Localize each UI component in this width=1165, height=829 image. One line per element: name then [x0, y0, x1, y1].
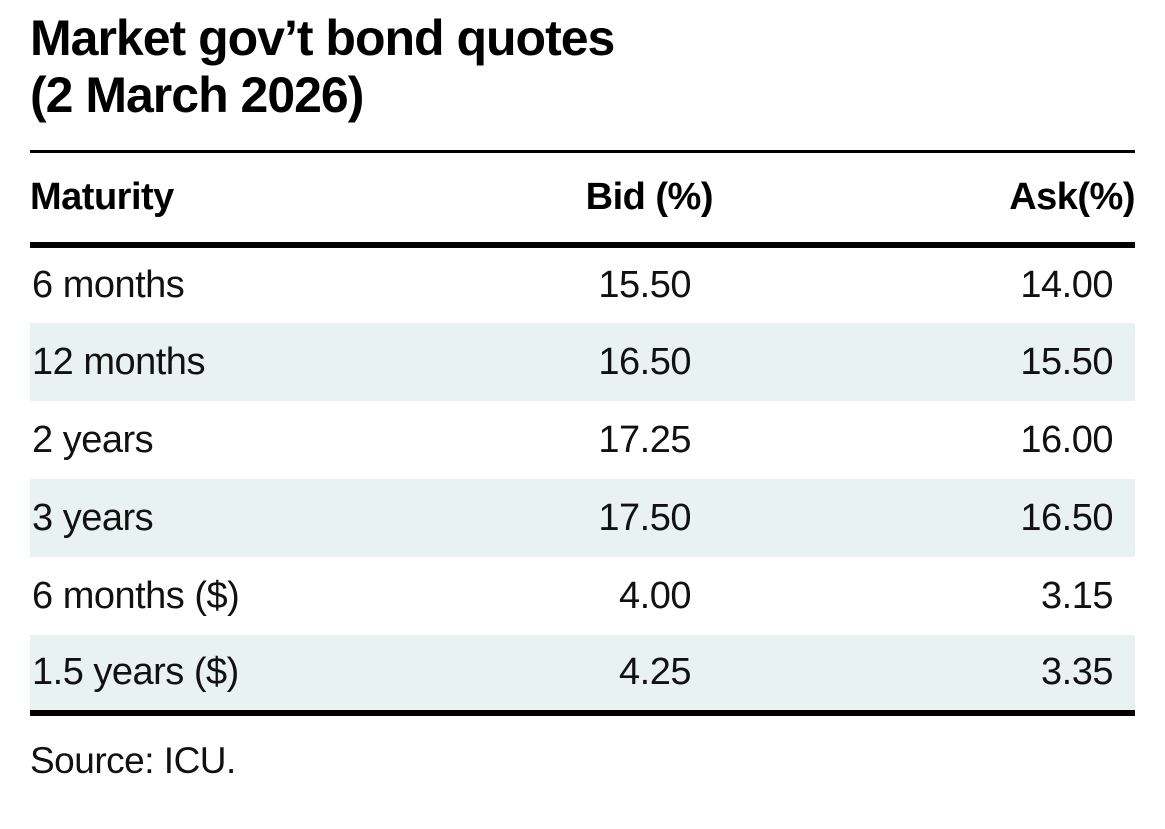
maturity-cell: 3 years [32, 496, 154, 539]
maturity-cell: 12 months [32, 340, 205, 383]
maturity-cell: 2 years [32, 418, 154, 461]
bid-cell: 15.50 [598, 264, 691, 306]
quotes-table-header: Maturity Bid (%) Ask(%) [30, 153, 1136, 248]
bond-quotes-figure: Market gov’t bond quotes (2 March 2026) … [30, 10, 1136, 781]
bid-cell: 4.25 [619, 651, 691, 693]
table-row: 6 months 15.50 14.00 [30, 245, 1135, 323]
ask-cell: 3.15 [1041, 574, 1113, 617]
bid-cell: 17.25 [598, 418, 691, 461]
figure-title-line2: (2 March 2026) [30, 67, 364, 123]
figure-title-line1: Market gov’t bond quotes [30, 10, 615, 66]
bid-cell: 16.50 [598, 340, 691, 383]
column-header-maturity: Maturity [30, 153, 390, 248]
header-row: Maturity Bid (%) Ask(%) [30, 153, 1136, 248]
table-body: 6 months 15.50 14.00 12 months 16.50 15.… [30, 245, 1135, 713]
table-row: 6 months ($) 4.00 3.15 [30, 557, 1135, 635]
maturity-cell: 6 months [32, 264, 185, 306]
ask-cell: 16.00 [1020, 418, 1113, 461]
ask-cell: 14.00 [1020, 264, 1113, 306]
ask-cell: 16.50 [1020, 496, 1113, 539]
column-header-ask: Ask(%) [713, 153, 1136, 248]
figure-title: Market gov’t bond quotes (2 March 2026) [30, 10, 1135, 124]
maturity-cell: 6 months ($) [32, 574, 240, 617]
ask-cell: 3.35 [1041, 651, 1113, 693]
table-row: 3 years 17.50 16.50 [30, 479, 1135, 557]
table-row: 12 months 16.50 15.50 [30, 323, 1135, 401]
quotes-table: Maturity Bid (%) Ask(%) 6 months 15.50 1… [30, 153, 1136, 716]
ask-cell: 15.50 [1020, 340, 1113, 383]
source-note: Source: ICU. [30, 740, 236, 781]
table-row: 2 years 17.25 16.00 [30, 401, 1135, 479]
maturity-cell: 1.5 years ($) [32, 651, 239, 693]
bid-cell: 17.50 [598, 496, 691, 539]
column-header-bid: Bid (%) [390, 153, 714, 248]
bid-cell: 4.00 [619, 574, 691, 617]
title-divider [30, 150, 1135, 153]
table-row: 1.5 years ($) 4.25 3.35 [30, 635, 1135, 713]
